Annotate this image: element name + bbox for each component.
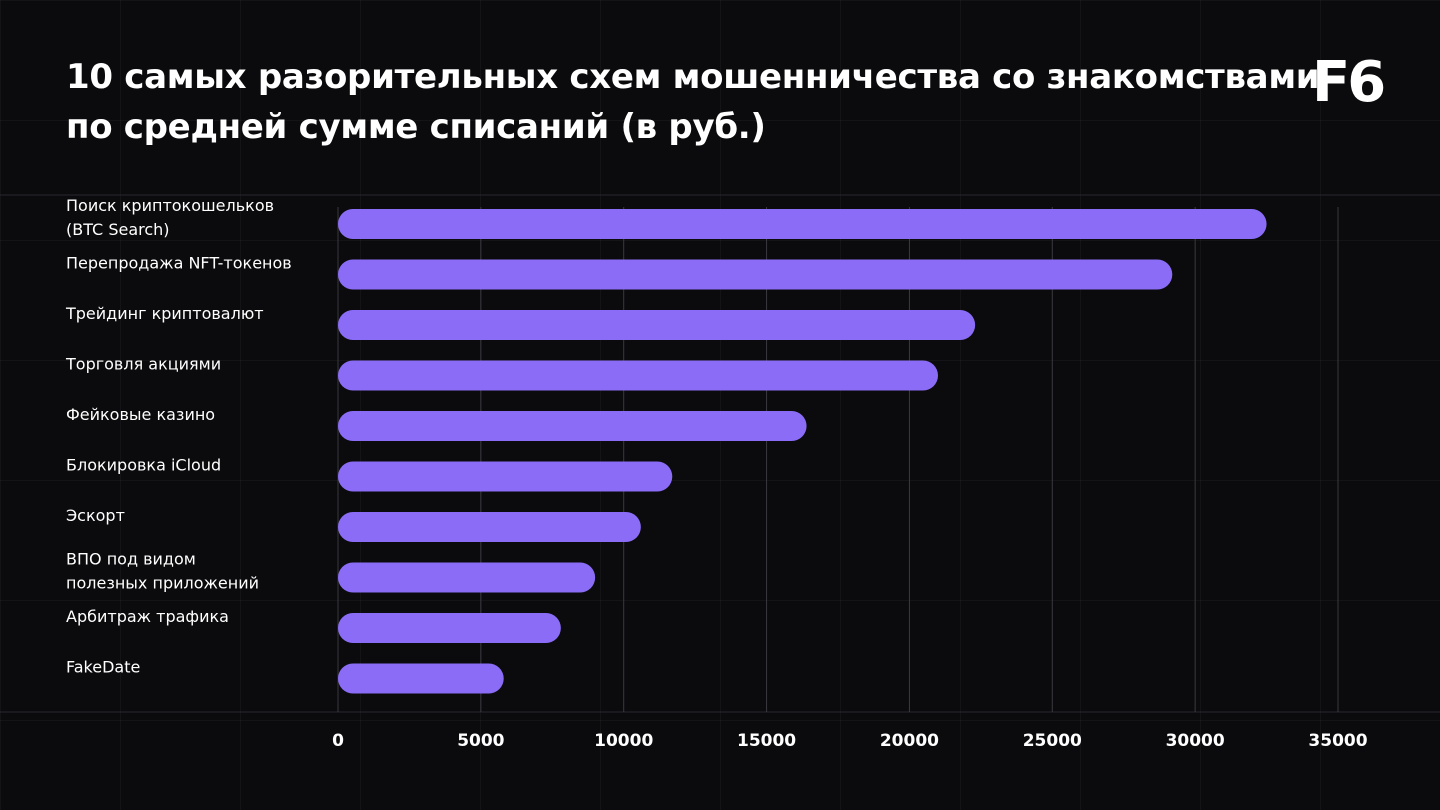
category-label: полезных приложений (66, 574, 259, 593)
category-label: Торговля акциями (65, 355, 221, 374)
category-label: Эскорт (66, 506, 125, 525)
category-label: FakeDate (66, 658, 140, 677)
chart-title: 10 самых разорительных схем мошенничеств… (66, 52, 1320, 152)
bar (338, 663, 504, 694)
bar (338, 562, 596, 593)
category-label: (BTC Search) (66, 220, 170, 239)
category-label: Арбитраж трафика (66, 607, 229, 626)
bar (338, 411, 807, 441)
bar (338, 259, 1173, 290)
x-tick-label: 15000 (737, 731, 796, 751)
category-label: ВПО под видом (66, 550, 196, 569)
x-tick-label: 10000 (594, 731, 653, 751)
category-label: Блокировка iCloud (66, 456, 221, 475)
category-label: Фейковые казино (66, 405, 215, 424)
x-tick-label: 5000 (457, 731, 504, 751)
bar (338, 461, 673, 492)
f6-logo: F6 (1312, 50, 1386, 115)
bar (338, 613, 561, 643)
chart-title-line-2: по средней сумме списаний (в руб.) (66, 107, 766, 147)
bar (338, 209, 1267, 239)
x-tick-label: 0 (332, 731, 344, 751)
chart-title-line-1: 10 самых разорительных схем мошенничеств… (66, 57, 1320, 97)
x-tick-label: 25000 (1023, 731, 1082, 751)
bar (338, 310, 976, 340)
category-label: Перепродажа NFT-токенов (66, 254, 292, 273)
bar (338, 360, 938, 391)
category-label: Трейдинг криптовалют (65, 304, 264, 323)
x-tick-label: 35000 (1308, 731, 1367, 751)
category-label: Поиск криптокошельков (66, 196, 274, 215)
x-tick-label: 30000 (1166, 731, 1225, 751)
bar (338, 512, 641, 542)
x-tick-label: 20000 (880, 731, 939, 751)
